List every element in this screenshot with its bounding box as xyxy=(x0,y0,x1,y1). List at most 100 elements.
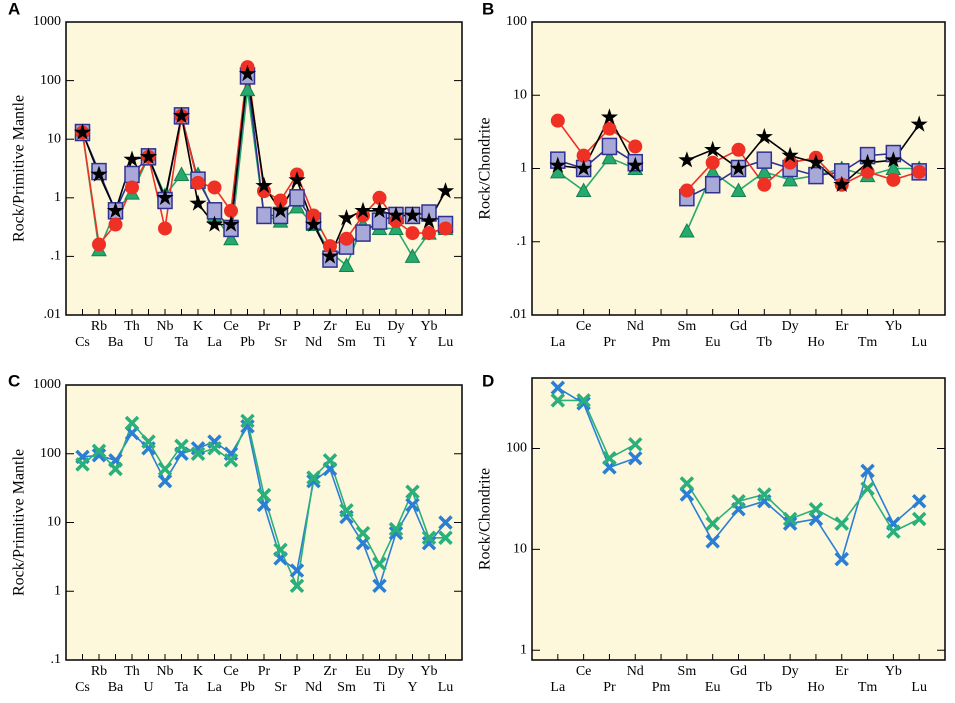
y-tick-label: 1 xyxy=(54,190,61,205)
marker xyxy=(207,180,222,195)
x-tick-label: Y xyxy=(407,680,417,695)
y-tick-label: 1000 xyxy=(33,377,61,392)
series-line xyxy=(557,156,920,232)
marker xyxy=(421,530,437,545)
x-tick-label: K xyxy=(193,664,203,679)
marker xyxy=(337,209,356,226)
x-tick-label: Tb xyxy=(757,335,773,350)
x-tick-label: Pr xyxy=(603,335,616,350)
y-axis-label: Rock/Primitive Mantle xyxy=(11,95,28,242)
marker xyxy=(289,578,305,594)
y-axis-label: Rock/Primitive Mantle xyxy=(11,449,28,596)
marker xyxy=(833,175,851,192)
x-tick-label: Ti xyxy=(374,680,386,695)
marker xyxy=(550,113,565,128)
marker xyxy=(438,530,453,545)
marker xyxy=(834,516,849,531)
marker xyxy=(884,151,902,168)
marker xyxy=(255,176,273,194)
marker xyxy=(273,542,288,558)
x-tick-label: Er xyxy=(835,319,849,334)
x-tick-label: P xyxy=(293,319,301,334)
marker xyxy=(550,380,566,396)
y-tick-label: 10 xyxy=(47,515,61,530)
marker xyxy=(628,451,643,466)
marker xyxy=(421,535,437,551)
x-tick-label: Ba xyxy=(108,335,124,350)
x-tick-label: Nd xyxy=(627,319,644,334)
marker xyxy=(782,171,798,187)
x-tick-label: Ta xyxy=(175,335,190,350)
marker xyxy=(550,393,566,408)
marker xyxy=(438,515,453,530)
marker xyxy=(404,248,421,263)
marker xyxy=(240,413,255,429)
x-tick-label: Lu xyxy=(911,335,927,350)
x-tick-label: Eu xyxy=(355,319,371,334)
marker xyxy=(156,188,174,206)
marker xyxy=(602,121,617,136)
marker xyxy=(705,516,720,531)
x-tick-label: Gd xyxy=(730,319,747,334)
marker xyxy=(205,215,224,232)
marker xyxy=(576,396,591,411)
y-tick-label: 1 xyxy=(520,161,527,176)
marker xyxy=(781,146,799,163)
marker xyxy=(388,521,404,537)
marker xyxy=(834,551,849,567)
marker xyxy=(600,108,618,125)
marker xyxy=(239,81,256,97)
marker xyxy=(304,215,323,232)
marker xyxy=(73,123,92,140)
x-tick-label: Eu xyxy=(705,680,721,695)
marker xyxy=(731,494,746,509)
marker xyxy=(679,222,695,238)
x-tick-label: Pb xyxy=(240,335,255,350)
x-tick-label: Tm xyxy=(858,335,878,350)
x-tick-label: Pm xyxy=(652,680,671,695)
x-tick-label: Ho xyxy=(807,335,824,350)
marker xyxy=(438,221,453,236)
marker xyxy=(108,217,123,232)
x-tick-label: Th xyxy=(124,319,140,334)
marker xyxy=(91,443,107,459)
marker xyxy=(371,212,388,230)
x-tick-label: Y xyxy=(407,335,417,350)
marker xyxy=(321,247,339,264)
x-tick-label: Rb xyxy=(91,319,107,334)
y-tick-label: 10 xyxy=(513,542,527,557)
marker xyxy=(405,226,420,241)
marker xyxy=(207,441,222,456)
marker xyxy=(860,463,875,479)
x-tick-label: Ce xyxy=(223,664,239,679)
marker xyxy=(224,203,238,218)
marker xyxy=(339,231,354,246)
marker xyxy=(860,481,875,496)
x-tick-label: Nd xyxy=(627,664,644,679)
panel-label: D xyxy=(482,371,494,390)
marker xyxy=(576,393,591,408)
marker xyxy=(157,473,173,489)
y-tick-label: 1 xyxy=(520,642,527,657)
marker xyxy=(125,180,139,195)
marker xyxy=(256,487,272,503)
x-tick-label: Ce xyxy=(576,319,592,334)
marker xyxy=(240,419,255,434)
x-tick-label: La xyxy=(550,335,566,350)
x-tick-label: Dy xyxy=(387,664,404,679)
x-tick-label: U xyxy=(143,680,153,695)
x-tick-label: Sr xyxy=(274,680,287,695)
marker xyxy=(289,189,305,207)
marker xyxy=(190,446,206,461)
y-tick-label: .1 xyxy=(517,234,528,249)
marker xyxy=(679,487,695,502)
x-tick-label: Dy xyxy=(387,319,404,334)
x-tick-label: Nd xyxy=(305,335,322,350)
x-tick-label: Ce xyxy=(223,319,239,334)
marker xyxy=(601,137,618,156)
plot-frame xyxy=(65,384,463,661)
x-tick-label: Zr xyxy=(323,664,337,679)
marker xyxy=(704,140,722,158)
x-tick-label: Lu xyxy=(438,680,454,695)
